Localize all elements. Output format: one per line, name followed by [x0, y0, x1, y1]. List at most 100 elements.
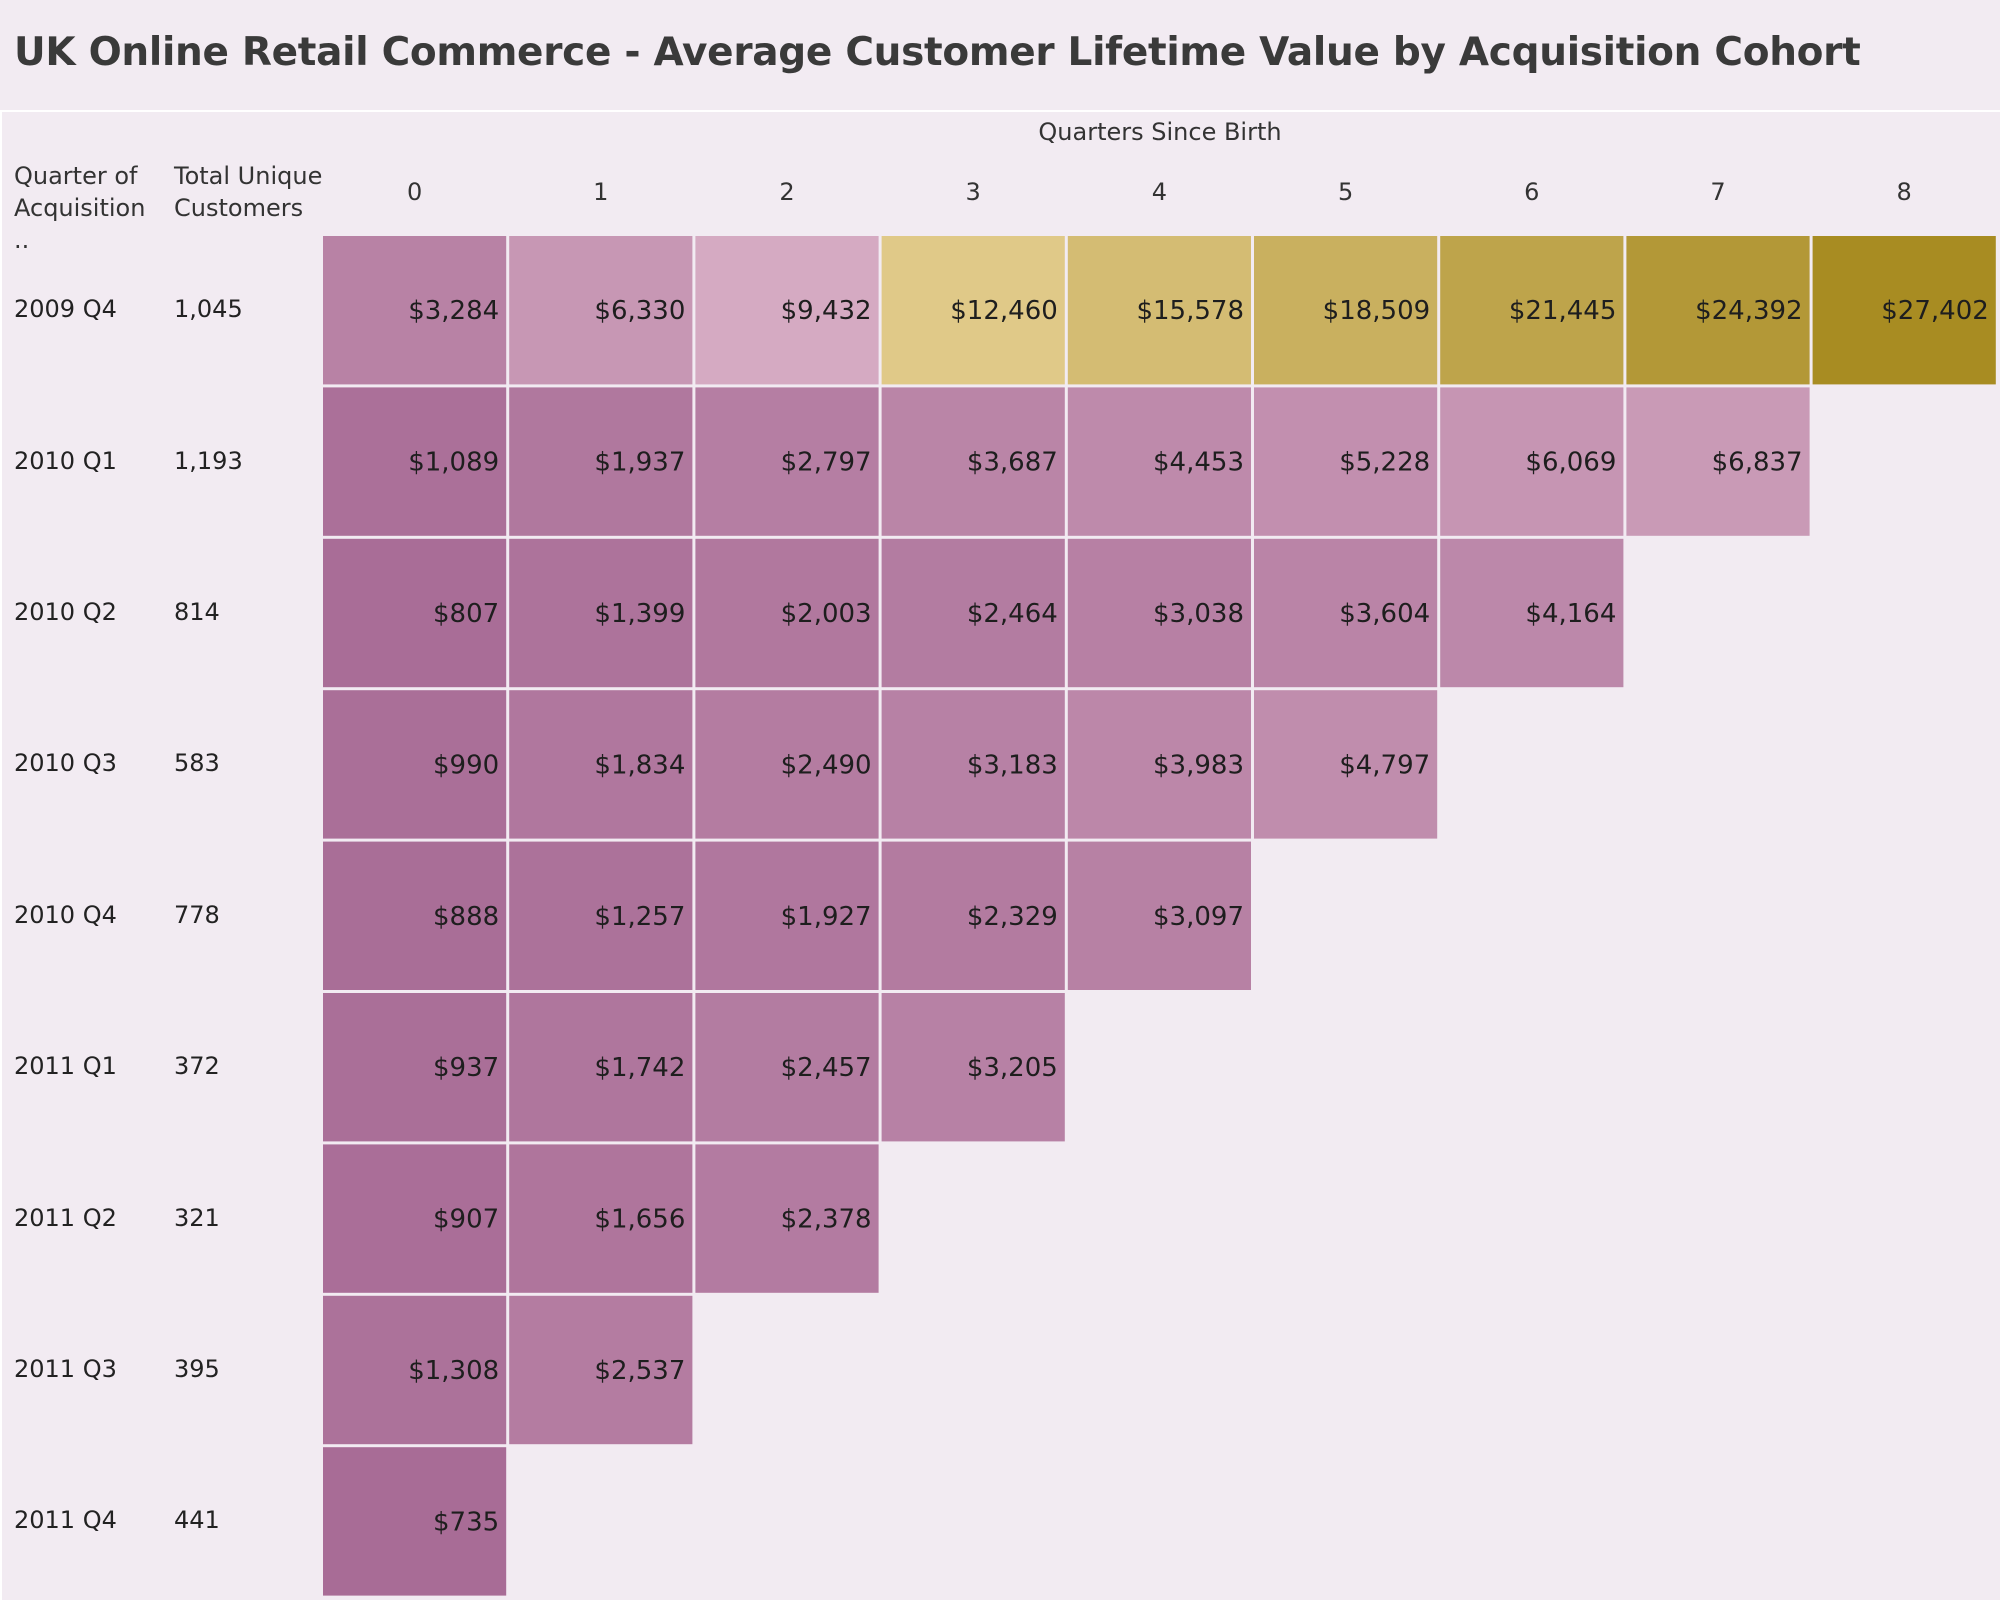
heatmap-cell: [695, 236, 879, 385]
customer-count: 372: [174, 1052, 220, 1081]
heatmap-cell: [509, 538, 693, 688]
cohort-label: 2010 Q2: [14, 598, 117, 626]
heatmap-cell: [695, 690, 879, 839]
cell-value-label: $990: [433, 750, 499, 780]
heatmap-cell: [1067, 690, 1251, 839]
customers-column-header: Total Unique Customers: [174, 162, 323, 222]
column-header-q1: 1: [593, 178, 609, 206]
column-header-q2: 2: [779, 178, 795, 206]
heatmap-cell: [881, 387, 1065, 536]
heatmap-cell: [881, 538, 1065, 688]
heatmap-cell: [1254, 538, 1438, 688]
cohort-column-header: Quarter of Acquisition ..: [14, 162, 146, 254]
heatmap-cell: [1254, 690, 1438, 839]
cell-value-label: $1,656: [594, 1205, 685, 1235]
left-border: [0, 110, 2, 1600]
cell-value-label: $5,228: [1339, 448, 1430, 478]
cohort-label: 2011 Q1: [14, 1052, 117, 1081]
heatmap-cell: [323, 236, 507, 385]
cell-value-label: $3,097: [1153, 902, 1244, 932]
heatmap-cell: [323, 1144, 507, 1293]
cell-value-label: $12,460: [950, 296, 1058, 326]
cell-value-label: $15,578: [1136, 296, 1244, 326]
heatmap-cell: [1440, 387, 1624, 536]
heatmap-cell: [881, 993, 1065, 1142]
heatmap-cell: [323, 690, 507, 839]
heatmap-cell: [1626, 387, 1810, 536]
cell-value-label: $907: [433, 1205, 499, 1235]
heatmap-cell: [509, 1144, 693, 1293]
cell-value-label: $1,937: [594, 448, 685, 478]
column-header-q0: 0: [406, 178, 423, 206]
customer-count: 814: [174, 598, 220, 626]
cell-value-label: $3,983: [1153, 750, 1244, 780]
heatmap-cell: [695, 841, 879, 990]
column-header-q3: 3: [965, 178, 981, 206]
heatmap-cell: [323, 993, 507, 1142]
cohort-label: 2011 Q4: [14, 1506, 117, 1535]
cell-value-label: $1,834: [594, 750, 685, 780]
heatmap-cell: [509, 1295, 693, 1445]
heatmap-cell: [1254, 387, 1438, 536]
cell-value-label: $3,205: [967, 1053, 1058, 1083]
column-header-q4: 4: [1151, 178, 1168, 206]
cell-value-label: $937: [433, 1053, 499, 1083]
heatmap-cell: [323, 1447, 507, 1596]
cell-value-label: $807: [433, 599, 499, 629]
customer-count: 778: [174, 900, 220, 929]
heatmap-cell: [1067, 387, 1251, 536]
cell-value-label: $2,464: [967, 599, 1058, 629]
heatmap-cell: [323, 538, 507, 688]
title-bar: UK Online Retail Commerce - Average Cust…: [0, 0, 2000, 110]
heatmap-cell: [323, 1295, 507, 1445]
cell-value-label: $2,490: [781, 750, 872, 780]
cell-value-label: $4,453: [1153, 448, 1244, 478]
heatmap-cell: [1067, 841, 1251, 990]
cell-value-label: $3,284: [408, 296, 499, 326]
heatmap-cell: [323, 841, 507, 990]
page-title: UK Online Retail Commerce - Average Cust…: [14, 30, 1861, 75]
header-divider: [0, 110, 2000, 112]
cell-value-label: $1,089: [408, 448, 499, 478]
heatmap-cell: [881, 841, 1065, 990]
cell-value-label: $3,604: [1339, 599, 1430, 629]
heatmap-cell: [1254, 236, 1438, 385]
customer-count: 321: [174, 1203, 220, 1232]
customer-count: 1,193: [174, 446, 243, 475]
cohort-label: 2009 Q4: [14, 295, 117, 324]
cell-value-label: $2,537: [594, 1356, 685, 1386]
cell-value-label: $2,003: [781, 599, 872, 629]
cell-value-label: $4,164: [1525, 599, 1616, 629]
heatmap-cell: [881, 236, 1065, 385]
cell-value-label: $3,687: [967, 448, 1058, 478]
cell-value-label: $1,742: [594, 1053, 685, 1083]
heatmap-cell: [323, 387, 507, 536]
heatmap-cell: [1067, 236, 1251, 385]
heatmap-cell: [509, 841, 693, 990]
cell-value-label: $3,183: [967, 750, 1058, 780]
cell-value-label: $6,837: [1712, 448, 1803, 478]
cell-value-label: $2,329: [967, 902, 1058, 932]
column-header-q7: 7: [1710, 178, 1726, 206]
heatmap-cell: [695, 993, 879, 1142]
heatmap-cell: [881, 690, 1065, 839]
heatmap-cell: [509, 387, 693, 536]
customer-count: 395: [174, 1355, 220, 1383]
cell-value-label: $6,330: [594, 296, 685, 326]
cohort-label: 2010 Q3: [14, 749, 117, 778]
column-header-q6: 6: [1524, 178, 1540, 206]
cell-value-label: $18,509: [1323, 296, 1431, 326]
cell-value-label: $1,927: [781, 902, 872, 932]
customer-count: 441: [174, 1506, 220, 1535]
cell-value-label: $27,402: [1881, 296, 1989, 326]
cohort-label: 2011 Q2: [14, 1203, 117, 1232]
quarters-since-birth-label: Quarters Since Birth: [1038, 118, 1282, 146]
cohort-label: 2011 Q3: [14, 1355, 117, 1383]
heatmap-cell: [695, 538, 879, 688]
cohort-label: 2010 Q1: [14, 446, 117, 475]
column-header-q8: 8: [1896, 178, 1912, 206]
cell-value-label: $4,797: [1339, 750, 1430, 780]
heatmap-cell: [509, 993, 693, 1142]
